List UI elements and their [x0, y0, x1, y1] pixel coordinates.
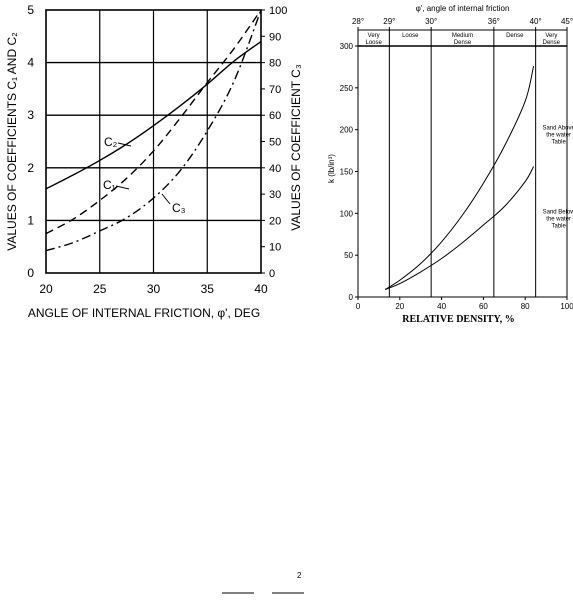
right-y-tick-label: 100: [269, 5, 287, 17]
left-x-tick-label: 20: [39, 282, 53, 296]
series-leader-c3: [161, 193, 171, 205]
right-x-axis-title: RELATIVE DENSITY, %: [402, 314, 515, 325]
right-y-tick-label: 20: [269, 215, 281, 227]
friction-angle-tick-label: 28°: [352, 17, 364, 26]
right-plot-frame: [357, 29, 568, 298]
left-chart-grid: [45, 9, 262, 274]
right-y-tick-label: 250: [340, 84, 354, 93]
left-y-axis-title: VALUES OF COEFFICIENTS C₁ AND C₂: [5, 32, 19, 251]
left-x-axis-title: ANGLE OF INTERNAL FRICTION, φ', DEG: [28, 306, 260, 320]
density-zone-label: Dense: [543, 40, 561, 46]
right-y-tick-label: 90: [269, 31, 281, 43]
left-y-tick-label: 1: [27, 213, 34, 227]
friction-angle-tick-label: 29°: [383, 17, 395, 26]
right-y-axis-title: VALUES OF COEFFICIENT C₃: [289, 64, 303, 231]
right-y-tick-label: 0: [349, 293, 354, 302]
right-y-axis-title: k (lb/in³): [327, 154, 336, 183]
right-y-tick-label: 50: [269, 137, 281, 149]
series-curve-label: Sand Above: [542, 126, 573, 132]
right-y-tick-label: 60: [269, 110, 281, 122]
series-label-c2: C₂: [104, 135, 118, 149]
left-x-tick-label: 30: [147, 282, 161, 296]
series-line-C₁: [45, 9, 262, 235]
right-y-tick-label: 300: [340, 42, 354, 51]
right-x-tick-label: 40: [437, 302, 446, 311]
left-y-tick-label: 4: [27, 56, 34, 70]
density-zone-label: Dense: [454, 40, 472, 46]
right-chart-ticks: 28° 29° 30° 36° 40° 45° 0 20 40 60 80 100 0 50 100 150 2…: [340, 17, 573, 311]
right-chart-frame: [357, 29, 568, 298]
density-zone-label: Loose: [365, 40, 382, 46]
series-curve-label: the water: [546, 133, 571, 139]
left-y-tick-label: 0: [27, 266, 34, 280]
series-curve-label: Sand Below: [543, 209, 573, 215]
right-x-tick-label: 20: [395, 302, 404, 311]
density-zone-label: Very: [368, 33, 380, 39]
series-leader-c1: [115, 185, 130, 190]
series-leader-c2: [117, 142, 132, 147]
right-y-tick-label: 40: [269, 163, 281, 175]
left-x-tick-label: 40: [254, 282, 268, 296]
right-y-tick-label: 150: [340, 168, 354, 177]
density-zone-label: Dense: [506, 33, 524, 39]
series-label-c1: C₁: [103, 178, 116, 192]
right-y-tick-label: 10: [269, 242, 281, 254]
series-curve-label: Table: [551, 223, 566, 229]
left-x-tick-label: 35: [201, 282, 215, 296]
series-line-C₃: [45, 9, 262, 252]
left-chart-labels: C₂ C₁ C₃ ANGLE OF INTERNAL FRICTION, φ', DE…: [5, 32, 303, 320]
left-chart-series: [45, 9, 262, 252]
left-y-tick-label: 2: [27, 161, 34, 175]
right-x-tick-label: 80: [521, 302, 530, 311]
right-x-tick-label: 100: [560, 302, 573, 311]
left-y-tick-label: 5: [27, 3, 34, 17]
series-line-sand-above-the-water-table: [384, 65, 535, 290]
series-label-c3: C₃: [172, 201, 186, 215]
right-y-tick-label: 30: [269, 189, 281, 201]
right-x-tick-label: 60: [479, 302, 488, 311]
left-x-tick-label: 25: [93, 282, 107, 296]
density-zone-label: Very: [545, 33, 557, 39]
right-y-tick-label: 50: [344, 251, 353, 260]
series-curve-label: the water: [546, 216, 571, 222]
right-y-tick-label: 100: [340, 209, 354, 218]
series-line-C₂: [45, 40, 262, 190]
left-y-tick-label: 3: [27, 108, 34, 122]
friction-angle-tick-label: 40°: [530, 17, 542, 26]
friction-angle-tick-label: 30°: [425, 17, 437, 26]
right-y-tick-label: 70: [269, 84, 281, 96]
friction-angle-axis-title: φ', angle of internal friction: [416, 4, 510, 13]
series-curve-label: Table: [551, 140, 566, 146]
friction-angle-tick-label: 45°: [561, 17, 573, 26]
page-footer: 2: [222, 571, 304, 594]
series-line-sand-below-the-water-table: [384, 166, 535, 290]
density-zone-label: Loose: [402, 33, 419, 39]
density-zone-label: Medium: [452, 33, 473, 39]
right-chart-series: [384, 65, 535, 290]
right-y-tick-label: 80: [269, 58, 281, 70]
right-y-tick-label: 0: [269, 268, 275, 280]
friction-angle-tick-label: 36°: [488, 17, 500, 26]
right-x-tick-label: 0: [356, 302, 361, 311]
footer-superscript: 2: [297, 571, 302, 580]
right-y-tick-label: 200: [340, 126, 354, 135]
